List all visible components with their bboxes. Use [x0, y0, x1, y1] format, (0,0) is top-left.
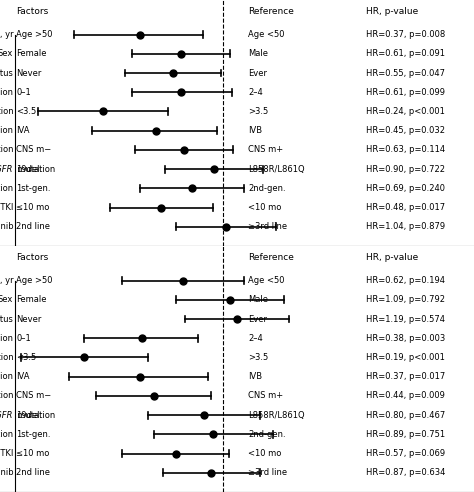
Text: IVB: IVB — [248, 372, 262, 381]
Text: mutation: mutation — [13, 411, 55, 420]
Text: 0–1: 0–1 — [16, 334, 31, 343]
Text: 0–1: 0–1 — [16, 88, 31, 97]
Text: Sex: Sex — [0, 295, 13, 305]
Text: 2nd line: 2nd line — [16, 468, 50, 477]
Text: Stage at osimertinib initiation: Stage at osimertinib initiation — [0, 372, 13, 381]
Text: CNS m+: CNS m+ — [248, 146, 283, 154]
Text: CNS metastasis at osimertinib initiation: CNS metastasis at osimertinib initiation — [0, 146, 13, 154]
Text: Female: Female — [16, 295, 47, 305]
Text: CNS m−: CNS m− — [16, 146, 52, 154]
Text: Ever: Ever — [248, 314, 267, 324]
Text: NLR at osimertinib initiation: NLR at osimertinib initiation — [0, 353, 13, 362]
Text: Treatment line of osimertinib: Treatment line of osimertinib — [0, 468, 13, 477]
Text: Never: Never — [16, 314, 42, 324]
Text: Previous TKI generation: Previous TKI generation — [0, 184, 13, 193]
Text: IVA: IVA — [16, 126, 30, 135]
Text: EGFR: EGFR — [0, 411, 13, 420]
Text: ≥3rd line: ≥3rd line — [248, 468, 287, 477]
Text: Male: Male — [248, 49, 268, 59]
Text: HR, p-value: HR, p-value — [366, 7, 418, 16]
Text: Sex: Sex — [0, 49, 13, 59]
Text: HR=0.63, p=0.114: HR=0.63, p=0.114 — [366, 146, 445, 154]
Text: HR=0.55, p=0.047: HR=0.55, p=0.047 — [366, 68, 445, 78]
Text: EGFR: EGFR — [0, 165, 13, 174]
Text: HR=0.48, p=0.017: HR=0.48, p=0.017 — [366, 203, 445, 212]
Text: Smoking status: Smoking status — [0, 68, 13, 78]
Text: >3.5: >3.5 — [248, 107, 268, 116]
Text: HR=0.62, p=0.194: HR=0.62, p=0.194 — [366, 276, 445, 285]
Text: Previous TKI generation: Previous TKI generation — [0, 430, 13, 439]
Text: Female: Female — [16, 49, 47, 59]
Text: HR=1.19, p=0.574: HR=1.19, p=0.574 — [366, 314, 445, 324]
Text: Age <50: Age <50 — [248, 276, 284, 285]
Text: 1st-gen.: 1st-gen. — [16, 430, 51, 439]
Text: HR=0.80, p=0.467: HR=0.80, p=0.467 — [366, 411, 445, 420]
Text: Age at diagnosis, yr: Age at diagnosis, yr — [0, 30, 13, 39]
Text: HR=0.87, p=0.634: HR=0.87, p=0.634 — [366, 468, 445, 477]
Text: Age <50: Age <50 — [248, 30, 284, 39]
Text: Age at diagnosis, yr: Age at diagnosis, yr — [0, 276, 13, 285]
Text: Treatment line of osimertinib: Treatment line of osimertinib — [0, 222, 13, 231]
Text: HR=0.61, p=0.099: HR=0.61, p=0.099 — [366, 88, 445, 97]
Text: NLR at osimertinib initiation: NLR at osimertinib initiation — [0, 107, 13, 116]
Text: HR=0.45, p=0.032: HR=0.45, p=0.032 — [366, 126, 445, 135]
Text: CNS m−: CNS m− — [16, 392, 52, 400]
Text: HR=0.19, p<0.001: HR=0.19, p<0.001 — [366, 353, 445, 362]
Text: CNS metastasis at osimertinib initiation: CNS metastasis at osimertinib initiation — [0, 392, 13, 400]
Text: HR=0.61, p=0.091: HR=0.61, p=0.091 — [366, 49, 445, 59]
Text: >3.5: >3.5 — [248, 353, 268, 362]
Text: L858R/L861Q: L858R/L861Q — [248, 411, 305, 420]
Text: Factors: Factors — [16, 253, 48, 262]
Text: 2nd line: 2nd line — [16, 222, 50, 231]
Text: Smoking status: Smoking status — [0, 314, 13, 324]
Text: PFS of previous TKI: PFS of previous TKI — [0, 449, 13, 458]
Text: ≤10 mo: ≤10 mo — [16, 449, 50, 458]
Text: HR=0.44, p=0.009: HR=0.44, p=0.009 — [366, 392, 445, 400]
Text: ≤10 mo: ≤10 mo — [16, 203, 50, 212]
Text: <3.5: <3.5 — [16, 107, 36, 116]
Text: IVB: IVB — [248, 126, 262, 135]
Text: 19del.: 19del. — [16, 411, 42, 420]
Text: ECOG at osimertinib initiation: ECOG at osimertinib initiation — [0, 88, 13, 97]
Text: HR=0.90, p=0.722: HR=0.90, p=0.722 — [366, 165, 445, 174]
Text: ECOG at osimertinib initiation: ECOG at osimertinib initiation — [0, 334, 13, 343]
Text: L858R/L861Q: L858R/L861Q — [248, 165, 305, 174]
Text: IVA: IVA — [16, 372, 30, 381]
Text: HR=1.09, p=0.792: HR=1.09, p=0.792 — [366, 295, 445, 305]
Text: Reference: Reference — [248, 7, 294, 16]
Text: HR, p-value: HR, p-value — [366, 253, 418, 262]
Text: Factors: Factors — [16, 7, 48, 16]
Text: Male: Male — [248, 295, 268, 305]
Text: 19del.: 19del. — [16, 165, 42, 174]
Text: CNS m+: CNS m+ — [248, 392, 283, 400]
Text: HR=0.89, p=0.751: HR=0.89, p=0.751 — [366, 430, 445, 439]
Text: 2–4: 2–4 — [248, 88, 263, 97]
Text: Never: Never — [16, 68, 42, 78]
Text: <10 mo: <10 mo — [248, 449, 282, 458]
Text: Stage at osimertinib initiation: Stage at osimertinib initiation — [0, 126, 13, 135]
Text: <10 mo: <10 mo — [248, 203, 282, 212]
Text: ≥3rd line: ≥3rd line — [248, 222, 287, 231]
Text: 1st-gen.: 1st-gen. — [16, 184, 51, 193]
Text: HR=0.37, p=0.017: HR=0.37, p=0.017 — [366, 372, 445, 381]
Text: HR=0.69, p=0.240: HR=0.69, p=0.240 — [366, 184, 445, 193]
Text: 2–4: 2–4 — [248, 334, 263, 343]
Text: PFS of previous TKI: PFS of previous TKI — [0, 203, 13, 212]
Text: Ever: Ever — [248, 68, 267, 78]
Text: Age >50: Age >50 — [16, 30, 53, 39]
Text: HR=0.24, p<0.001: HR=0.24, p<0.001 — [366, 107, 445, 116]
Text: HR=0.57, p=0.069: HR=0.57, p=0.069 — [366, 449, 445, 458]
Text: <3.5: <3.5 — [16, 353, 36, 362]
Text: Reference: Reference — [248, 253, 294, 262]
Text: 2nd-gen.: 2nd-gen. — [248, 184, 286, 193]
Text: HR=1.04, p=0.879: HR=1.04, p=0.879 — [366, 222, 445, 231]
Text: mutation: mutation — [13, 165, 55, 174]
Text: 2nd-gen.: 2nd-gen. — [248, 430, 286, 439]
Text: HR=0.37, p=0.008: HR=0.37, p=0.008 — [366, 30, 445, 39]
Text: Age >50: Age >50 — [16, 276, 53, 285]
Text: HR=0.38, p=0.003: HR=0.38, p=0.003 — [366, 334, 445, 343]
